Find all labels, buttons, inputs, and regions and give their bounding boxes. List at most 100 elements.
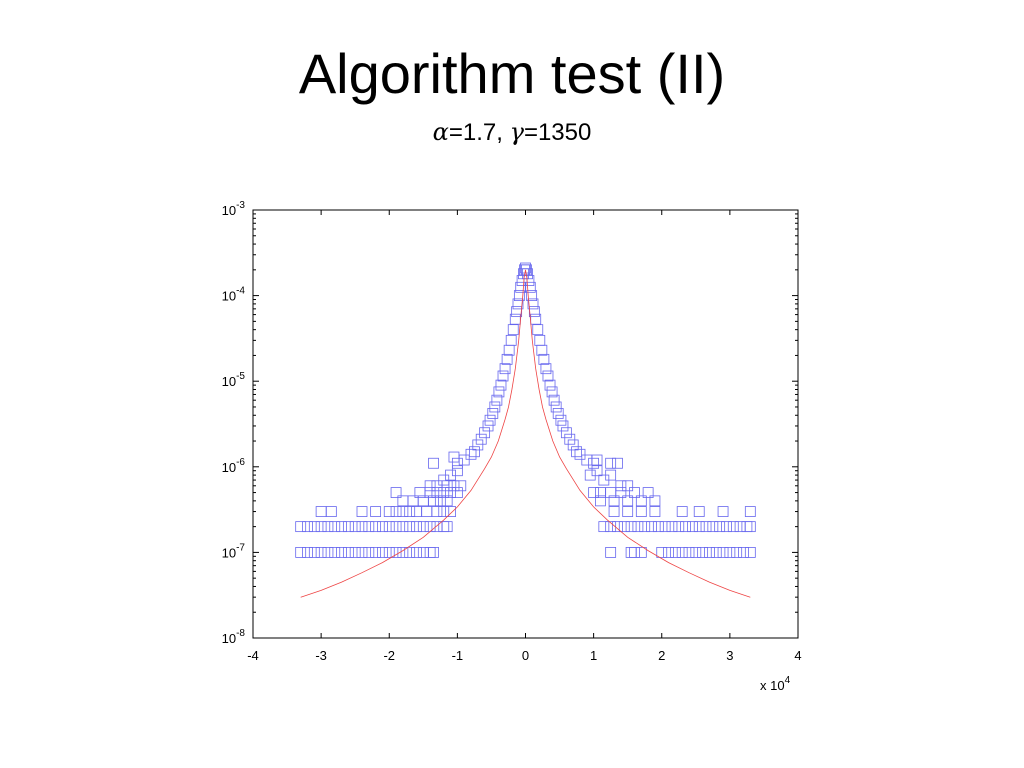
data-point <box>390 521 402 533</box>
data-point <box>397 521 409 533</box>
data-point <box>397 506 409 517</box>
data-point <box>397 547 409 558</box>
data-point <box>356 521 368 533</box>
data-point <box>390 506 402 517</box>
axes <box>252 209 799 639</box>
data-point <box>495 379 507 391</box>
data-point <box>635 495 647 507</box>
data-point <box>622 506 634 517</box>
gamma-symbol: γ <box>509 118 524 146</box>
data-point <box>731 547 743 558</box>
x-tick-label: -1 <box>452 648 464 663</box>
data-point <box>536 344 548 356</box>
gamma-value: =1350 <box>523 119 592 146</box>
data-point <box>424 487 436 498</box>
data-point <box>448 480 460 492</box>
data-point <box>676 547 688 558</box>
data-point <box>666 521 678 533</box>
data-point <box>738 547 749 558</box>
data-point <box>550 401 562 413</box>
data-point <box>431 480 443 492</box>
plot-frame <box>252 209 799 639</box>
data-point <box>302 521 313 533</box>
data-point <box>325 506 337 517</box>
data-point <box>505 334 517 346</box>
data-point <box>615 480 627 492</box>
data-point <box>417 521 429 533</box>
data-point <box>707 521 719 533</box>
data-point <box>489 401 501 413</box>
data-point <box>448 451 460 463</box>
data-point <box>404 521 416 533</box>
data-point <box>612 457 623 469</box>
x-tick-label: 3 <box>726 648 733 663</box>
fit-curve <box>300 269 751 598</box>
data-point <box>744 506 756 517</box>
data-point <box>515 281 527 293</box>
data-point <box>669 547 681 558</box>
data-point <box>612 521 623 533</box>
data-point <box>315 506 327 517</box>
data-point <box>625 521 637 533</box>
data-point <box>646 521 657 533</box>
data-point <box>717 547 729 558</box>
data-point <box>632 521 644 533</box>
data-point <box>734 521 746 533</box>
data-point <box>605 457 617 469</box>
data-point <box>680 521 691 533</box>
data-point <box>652 521 664 533</box>
data-point <box>546 386 558 398</box>
data-point <box>544 379 556 391</box>
data-point <box>349 547 361 558</box>
data-point <box>532 324 544 336</box>
data-point <box>591 465 603 477</box>
data-point <box>322 521 334 533</box>
x-tick-label: -4 <box>247 648 259 663</box>
data-point <box>605 547 617 558</box>
data-point <box>302 547 313 558</box>
data-point <box>424 480 436 492</box>
data-point <box>431 487 443 498</box>
data-point <box>693 506 705 517</box>
data-point <box>370 521 382 533</box>
data-point <box>356 506 368 517</box>
data-point <box>622 480 634 492</box>
data-point <box>690 547 702 558</box>
data-point <box>522 268 533 280</box>
data-point <box>564 433 576 445</box>
data-point <box>538 353 550 365</box>
data-point <box>588 487 600 498</box>
data-point <box>428 495 439 507</box>
alpha-symbol: α <box>432 118 449 146</box>
data-point <box>540 363 552 375</box>
data-point <box>342 547 354 558</box>
data-point <box>475 433 487 445</box>
data-point <box>411 506 422 517</box>
data-point <box>503 344 515 356</box>
data-point <box>363 547 375 558</box>
data-point <box>465 448 477 460</box>
data-point <box>557 420 569 432</box>
data-point <box>451 457 463 469</box>
data-point <box>656 547 668 558</box>
data-point <box>721 521 732 533</box>
data-point <box>370 506 382 517</box>
data-point <box>383 521 395 533</box>
data-point <box>383 506 395 517</box>
data-point <box>472 439 484 451</box>
data-point <box>595 495 606 507</box>
x-multiplier-label: x 104 <box>760 675 791 693</box>
data-point <box>501 353 513 365</box>
data-point <box>370 547 382 558</box>
data-point <box>520 262 531 274</box>
data-point <box>445 487 456 498</box>
data-point <box>491 394 503 406</box>
data-point <box>411 521 422 533</box>
data-point <box>649 506 661 517</box>
data-point <box>629 547 640 558</box>
data-point <box>390 547 402 558</box>
data-point <box>673 521 685 533</box>
data-point <box>717 506 729 517</box>
data-point <box>451 487 463 498</box>
data-point <box>493 386 505 398</box>
